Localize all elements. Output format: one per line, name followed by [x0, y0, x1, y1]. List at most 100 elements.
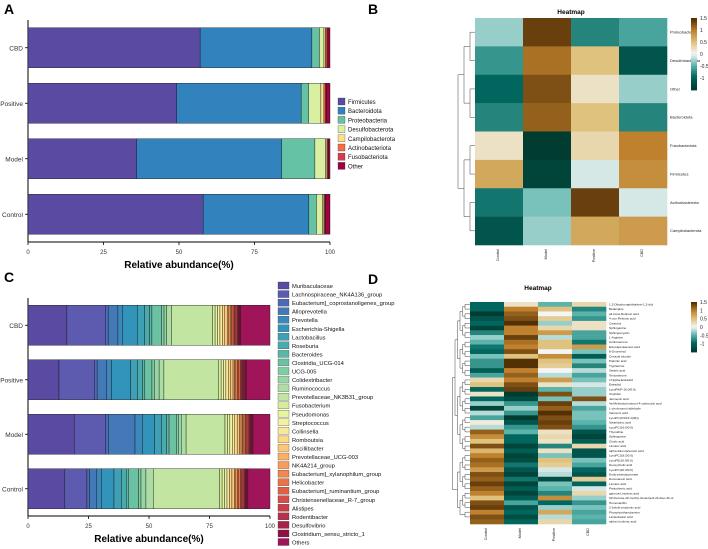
bar-segment: [234, 414, 238, 455]
heatmap-cell: [572, 391, 607, 397]
heatmap-cell: [470, 311, 505, 317]
colorbar-tick-label: 0: [700, 52, 703, 58]
heatmap-cell: [504, 420, 539, 426]
heatmap-cell: [504, 424, 539, 430]
x-tick-label: 75: [206, 524, 213, 530]
colorbar-tick-label: 0.5: [700, 40, 707, 46]
heatmap-cell: [523, 188, 572, 217]
row-label: Sphinganine: [609, 326, 626, 330]
heatmap-cell: [470, 415, 505, 421]
colorbar-step: [691, 333, 697, 336]
heatmap-cell: [619, 188, 668, 217]
colorbar-step: [691, 315, 697, 318]
colorbar-step: [691, 58, 697, 62]
panel-letter-a: A: [4, 1, 14, 17]
row-label: Deoxycholic acid: [609, 463, 632, 467]
row-label: 1,2-Dihydronaphthalene-1,2-diol: [609, 302, 654, 306]
legend-label: Ruminococcus: [292, 387, 330, 393]
row-label: Palmitic acid: [609, 359, 627, 363]
legend-swatch: [277, 375, 290, 384]
colorbar-step: [691, 75, 697, 79]
heatmap-cell: [538, 339, 573, 345]
bar-segment: [228, 359, 231, 400]
panel-d: Heatmap 1,2-Dihydronaphthalene-1,2-diolBe…: [452, 285, 708, 541]
heatmap-cell: [523, 216, 572, 246]
heatmap-cell: [572, 335, 607, 341]
heatmap-cell: [538, 448, 573, 454]
legend-swatch: [277, 427, 290, 435]
row-label: LysoPC(18:2/0:0): [609, 454, 633, 458]
colorbar-step: [691, 325, 697, 328]
colorbar-step: [691, 307, 697, 310]
legend-swatch: [337, 162, 346, 170]
legend-swatch: [277, 290, 290, 298]
heatmap-cell: [572, 387, 607, 393]
heatmap-cell: [572, 486, 607, 492]
bar-segment: [105, 414, 109, 455]
category-label: CBD: [9, 323, 23, 330]
bar-segment: [27, 468, 66, 509]
colorbar-step: [691, 32, 697, 36]
legend-label: Escherichia-Shigella: [292, 327, 345, 333]
heatmap-cell: [504, 387, 539, 393]
heatmap-cell: [572, 490, 607, 496]
legend-swatch: [337, 143, 346, 152]
legend-label: Roseburia: [292, 344, 319, 350]
legend-label: Campilobacterota: [348, 137, 396, 143]
row-label: Bacteroidota: [670, 115, 693, 120]
heatmap-cell: [470, 514, 505, 520]
legend-label: Bacteroidota: [348, 109, 382, 115]
heatmap-cell: [470, 349, 505, 355]
legend-label: Proteobacteria: [348, 118, 388, 124]
heatmap-cell: [470, 410, 505, 416]
heatmap-cell: [470, 306, 505, 312]
legend-swatch: [277, 392, 290, 401]
legend-swatch: [277, 324, 290, 332]
row-label: alpha-Linolenic acid: [609, 520, 637, 524]
bar-segment: [237, 359, 239, 400]
heatmap-cell: [470, 429, 505, 435]
bar-segment: [94, 359, 98, 400]
heatmap-cell: [504, 363, 539, 369]
heatmap-cell: [470, 519, 505, 525]
heatmap-cell: [572, 358, 607, 364]
legend-label: Alistipes: [292, 506, 314, 512]
legend-swatch: [277, 307, 290, 315]
bar-segment: [122, 305, 138, 346]
bar-segment: [224, 305, 228, 346]
heatmap-cell: [470, 476, 505, 482]
heatmap-cell: [470, 387, 505, 393]
bar-segment: [136, 138, 282, 179]
heatmap-cell: [572, 438, 607, 445]
heatmap-cell: [504, 438, 539, 445]
legend-swatch: [337, 125, 346, 133]
bar-segment: [128, 468, 139, 509]
bar-segment: [326, 83, 331, 124]
heatmap-cell: [538, 457, 573, 463]
colorbar-tick-label: -1: [700, 76, 705, 82]
heatmap-cell: [470, 363, 505, 369]
column-label: Control: [484, 528, 488, 540]
heatmap-cell: [504, 330, 539, 336]
category-label: Model: [5, 156, 23, 163]
bar-segment: [181, 414, 187, 455]
bar-segment: [163, 359, 219, 400]
bar-segment: [64, 468, 88, 509]
legend-label: Streptococcus: [292, 421, 329, 427]
bar-segment: [221, 468, 225, 509]
heatmap-cell: [470, 344, 505, 350]
colorbar-step: [691, 343, 697, 346]
bar-segment: [27, 305, 68, 346]
legend-swatch: [277, 538, 290, 546]
row-label: Sphingosine: [609, 435, 626, 439]
bar-segment: [58, 359, 95, 400]
category-label: Positive: [0, 101, 23, 108]
bar-segment: [66, 305, 106, 346]
heatmap-cell: [538, 490, 573, 496]
heatmap-cell: [538, 311, 573, 317]
row-label: Linoleic acid: [609, 444, 626, 448]
heatmap-cell: [475, 74, 524, 104]
colorbar-step: [691, 310, 697, 313]
heatmap-cell: [571, 18, 620, 47]
legend-swatch: [277, 418, 290, 426]
